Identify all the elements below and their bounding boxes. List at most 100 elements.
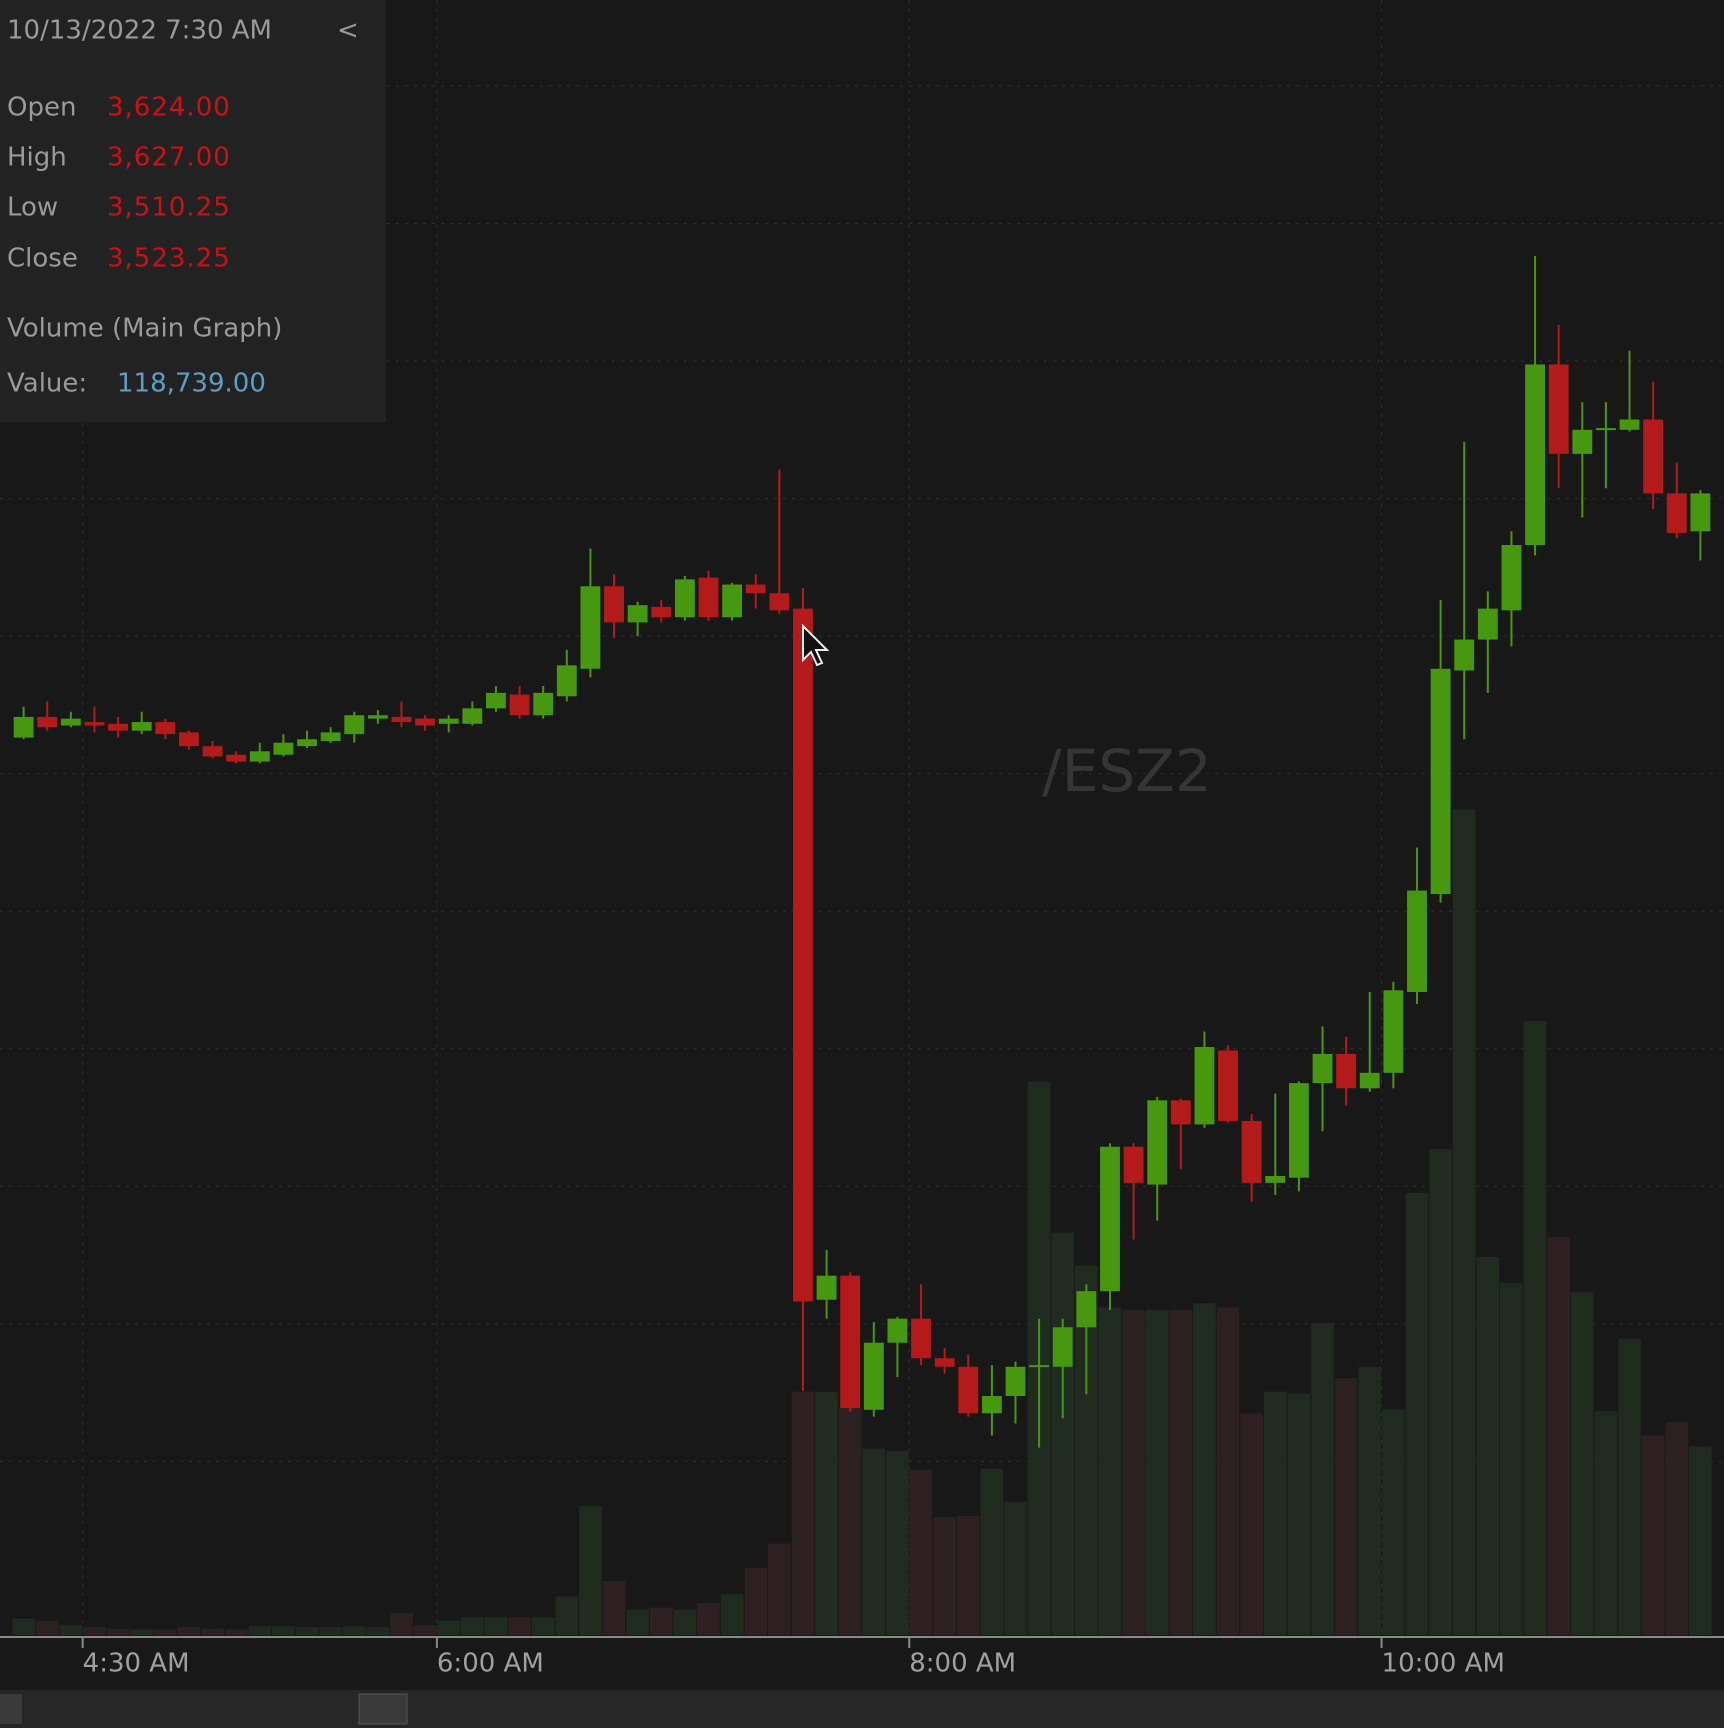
candle-body <box>391 716 412 723</box>
volume-bar <box>579 1505 602 1635</box>
volume-bar <box>1500 1283 1523 1635</box>
x-tick-label: 4:30 AM <box>83 1649 190 1679</box>
volume-bar <box>1689 1446 1712 1635</box>
candle-body <box>1407 890 1427 993</box>
candle-body <box>1076 1291 1097 1328</box>
candle-body <box>651 606 672 618</box>
candle-body <box>1100 1146 1120 1292</box>
volume-bar <box>1075 1265 1098 1635</box>
volume-bar <box>720 1594 744 1635</box>
candle-body <box>981 1396 1002 1414</box>
datetime: 10/13/2022 7:30 AM <box>7 16 272 46</box>
volume-bar <box>980 1468 1004 1635</box>
candles <box>13 256 1711 1448</box>
volume-bar <box>697 1602 720 1635</box>
volume-bar <box>933 1517 956 1635</box>
value: 3,627.00 <box>107 143 231 173</box>
x-tick-label: 8:00 AM <box>909 1649 1016 1679</box>
volume-bar <box>154 1629 177 1635</box>
candle-body <box>415 718 436 726</box>
candle-body <box>320 732 341 741</box>
candle-body <box>1572 429 1593 454</box>
candle-body <box>273 742 294 755</box>
candle-body <box>840 1275 861 1409</box>
scrollbar[interactable] <box>0 1690 1724 1728</box>
cursor <box>802 623 830 667</box>
volume-bar <box>1216 1307 1240 1635</box>
candle-body <box>462 708 483 724</box>
candle-body <box>1595 428 1616 431</box>
volume-bar <box>1405 1192 1429 1635</box>
volume-bar <box>1098 1307 1122 1635</box>
volume-bar <box>791 1391 815 1635</box>
candle-body <box>1265 1175 1286 1183</box>
watermark: /ESZ2 <box>1042 737 1212 805</box>
volume-bar <box>130 1629 154 1635</box>
candle-body <box>108 723 129 731</box>
candle-body <box>84 722 105 726</box>
volume-bar <box>1051 1232 1075 1635</box>
candle-body <box>1548 364 1569 454</box>
candle-body <box>202 746 223 757</box>
label: Open <box>7 93 76 123</box>
study-name: Volume (Main Graph) <box>7 314 282 344</box>
candle-body <box>911 1318 931 1359</box>
candle-body <box>131 722 152 731</box>
volume-bar <box>1570 1292 1594 1635</box>
volume-bar <box>626 1609 649 1635</box>
candle-body <box>674 579 695 618</box>
candle-body <box>226 754 247 762</box>
candle-body <box>509 694 530 716</box>
candle-body <box>556 665 577 697</box>
volume-bar <box>12 1618 35 1635</box>
volume-bars <box>12 809 1712 1635</box>
volume-bar <box>508 1617 531 1635</box>
label: High <box>7 143 67 173</box>
candle-body <box>1029 1365 1050 1368</box>
collapse-button[interactable]: < <box>337 16 359 46</box>
scroll-left[interactable] <box>0 1694 22 1724</box>
volume-bar <box>649 1607 673 1635</box>
volume-bar <box>1618 1338 1641 1635</box>
volume-bar <box>390 1613 413 1635</box>
label: Close <box>7 244 78 274</box>
value: 3,510.25 <box>107 193 231 223</box>
volume-bar <box>1287 1393 1311 1635</box>
candle-body <box>1666 493 1687 533</box>
candle-body <box>1454 639 1475 671</box>
candle-body <box>745 584 766 594</box>
volume-bar <box>177 1627 201 1635</box>
scroll-thumb[interactable] <box>358 1693 408 1725</box>
volume-bar <box>1452 809 1476 1635</box>
candle-body <box>179 732 199 747</box>
volume-bar <box>1004 1501 1027 1635</box>
volume-bar <box>1240 1413 1263 1635</box>
candle-body <box>533 692 554 716</box>
panel-bg <box>0 0 386 422</box>
volume-bar <box>1334 1378 1358 1635</box>
candle-body <box>1690 493 1711 532</box>
volume-bar <box>484 1617 508 1635</box>
candle-body <box>698 577 719 618</box>
volume-bar <box>909 1469 933 1635</box>
volume-bar <box>1311 1322 1334 1635</box>
volume-bar <box>59 1625 83 1635</box>
volume-bar <box>838 1406 862 1635</box>
candle-body <box>1525 364 1545 545</box>
candle-body <box>1218 1050 1238 1121</box>
candle-body <box>887 1318 908 1343</box>
candle-body <box>1052 1327 1073 1367</box>
volume-bar <box>886 1450 909 1635</box>
candle-body <box>60 718 81 726</box>
candle-body <box>1170 1100 1191 1125</box>
x-tick-label: 10:00 AM <box>1382 1649 1505 1679</box>
value: 3,523.25 <box>107 244 231 274</box>
volume-bar <box>744 1567 768 1635</box>
volume-bar <box>83 1627 106 1635</box>
volume-bar <box>1169 1309 1193 1635</box>
volume-bar <box>1382 1409 1405 1635</box>
info-panel: 10/13/2022 7:30 AM < Open 3,624.00 High … <box>0 0 386 422</box>
candle-body <box>1194 1047 1215 1125</box>
volume-bar <box>1263 1391 1287 1635</box>
